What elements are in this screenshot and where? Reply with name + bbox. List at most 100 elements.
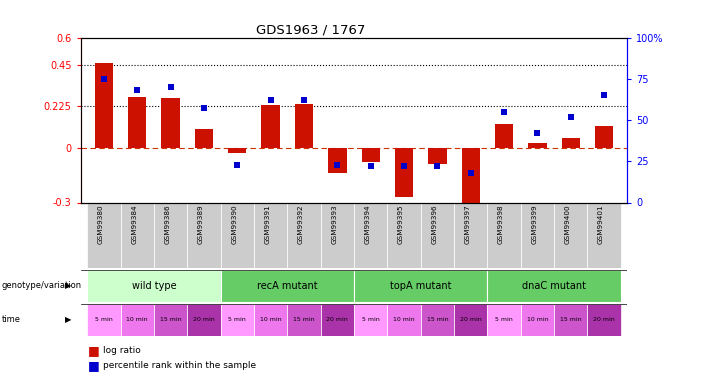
- Bar: [154, 202, 187, 268]
- Bar: [187, 304, 221, 336]
- Bar: [587, 304, 620, 336]
- Text: 20 min: 20 min: [593, 317, 615, 322]
- Text: GSM99400: GSM99400: [565, 204, 571, 244]
- Point: [265, 97, 276, 103]
- Bar: [121, 304, 154, 336]
- Point: [599, 92, 610, 98]
- Point: [532, 130, 543, 136]
- Text: GSM99399: GSM99399: [531, 204, 538, 244]
- Bar: [529, 143, 547, 147]
- Bar: [295, 104, 313, 147]
- Point: [332, 162, 343, 168]
- Text: topA mutant: topA mutant: [390, 281, 451, 291]
- Point: [299, 97, 310, 103]
- Point: [398, 163, 409, 169]
- Text: GSM99401: GSM99401: [598, 204, 604, 244]
- Bar: [354, 270, 487, 302]
- Bar: [320, 202, 354, 268]
- Bar: [320, 304, 354, 336]
- Bar: [121, 202, 154, 268]
- Bar: [161, 98, 179, 147]
- Text: 10 min: 10 min: [126, 317, 148, 322]
- Text: GSM99384: GSM99384: [131, 204, 137, 244]
- Text: GSM99390: GSM99390: [231, 204, 238, 244]
- Text: GSM99396: GSM99396: [431, 204, 437, 244]
- Bar: [495, 124, 513, 147]
- Text: 5 min: 5 min: [95, 317, 113, 322]
- Bar: [195, 129, 213, 147]
- Text: wild type: wild type: [132, 281, 176, 291]
- Text: time: time: [1, 315, 20, 324]
- Bar: [221, 202, 254, 268]
- Text: GSM99397: GSM99397: [465, 204, 470, 244]
- Bar: [221, 304, 254, 336]
- Text: ■: ■: [88, 359, 100, 372]
- Bar: [261, 105, 280, 147]
- Bar: [328, 147, 346, 173]
- Text: 20 min: 20 min: [460, 317, 482, 322]
- Bar: [88, 270, 221, 302]
- Bar: [521, 202, 554, 268]
- Bar: [354, 304, 388, 336]
- Text: percentile rank within the sample: percentile rank within the sample: [103, 361, 256, 370]
- Bar: [388, 202, 421, 268]
- Text: GSM99389: GSM99389: [198, 204, 204, 244]
- Bar: [354, 202, 388, 268]
- Bar: [487, 304, 521, 336]
- Point: [132, 87, 143, 93]
- Text: GSM99398: GSM99398: [498, 204, 504, 244]
- Text: GSM99394: GSM99394: [365, 204, 371, 244]
- Bar: [587, 202, 620, 268]
- Bar: [595, 126, 613, 147]
- Bar: [521, 304, 554, 336]
- Text: ▶: ▶: [64, 315, 72, 324]
- Point: [365, 163, 376, 169]
- Text: 10 min: 10 min: [526, 317, 548, 322]
- Bar: [254, 304, 287, 336]
- Bar: [421, 304, 454, 336]
- Text: recA mutant: recA mutant: [257, 281, 318, 291]
- Text: GSM99392: GSM99392: [298, 204, 304, 244]
- Bar: [362, 147, 380, 162]
- Point: [165, 84, 176, 90]
- Text: 15 min: 15 min: [560, 317, 582, 322]
- Text: ▶: ▶: [64, 281, 72, 290]
- Text: 10 min: 10 min: [393, 317, 415, 322]
- Bar: [461, 147, 480, 206]
- Text: dnaC mutant: dnaC mutant: [522, 281, 586, 291]
- Text: GSM99391: GSM99391: [265, 204, 271, 244]
- Bar: [421, 202, 454, 268]
- Text: 5 min: 5 min: [362, 317, 379, 322]
- Bar: [454, 202, 487, 268]
- Text: 5 min: 5 min: [495, 317, 513, 322]
- Point: [432, 163, 443, 169]
- Bar: [95, 63, 113, 147]
- Bar: [428, 147, 447, 164]
- Text: GSM99395: GSM99395: [398, 204, 404, 244]
- Point: [465, 170, 476, 176]
- Text: log ratio: log ratio: [103, 346, 141, 355]
- Text: 15 min: 15 min: [160, 317, 182, 322]
- Text: ■: ■: [88, 344, 100, 357]
- Point: [565, 114, 576, 120]
- Bar: [187, 202, 221, 268]
- Bar: [154, 304, 187, 336]
- Bar: [287, 202, 320, 268]
- Bar: [228, 147, 247, 153]
- Text: genotype/variation: genotype/variation: [1, 281, 81, 290]
- Text: GSM99393: GSM99393: [332, 204, 337, 244]
- Bar: [454, 304, 487, 336]
- Bar: [128, 97, 147, 147]
- Point: [498, 109, 510, 115]
- Title: GDS1963 / 1767: GDS1963 / 1767: [256, 23, 365, 36]
- Text: 20 min: 20 min: [193, 317, 215, 322]
- Bar: [395, 147, 413, 197]
- Bar: [88, 304, 121, 336]
- Text: 10 min: 10 min: [260, 317, 282, 322]
- Bar: [487, 202, 521, 268]
- Bar: [554, 304, 587, 336]
- Bar: [554, 202, 587, 268]
- Bar: [221, 270, 354, 302]
- Point: [98, 76, 109, 82]
- Bar: [487, 270, 620, 302]
